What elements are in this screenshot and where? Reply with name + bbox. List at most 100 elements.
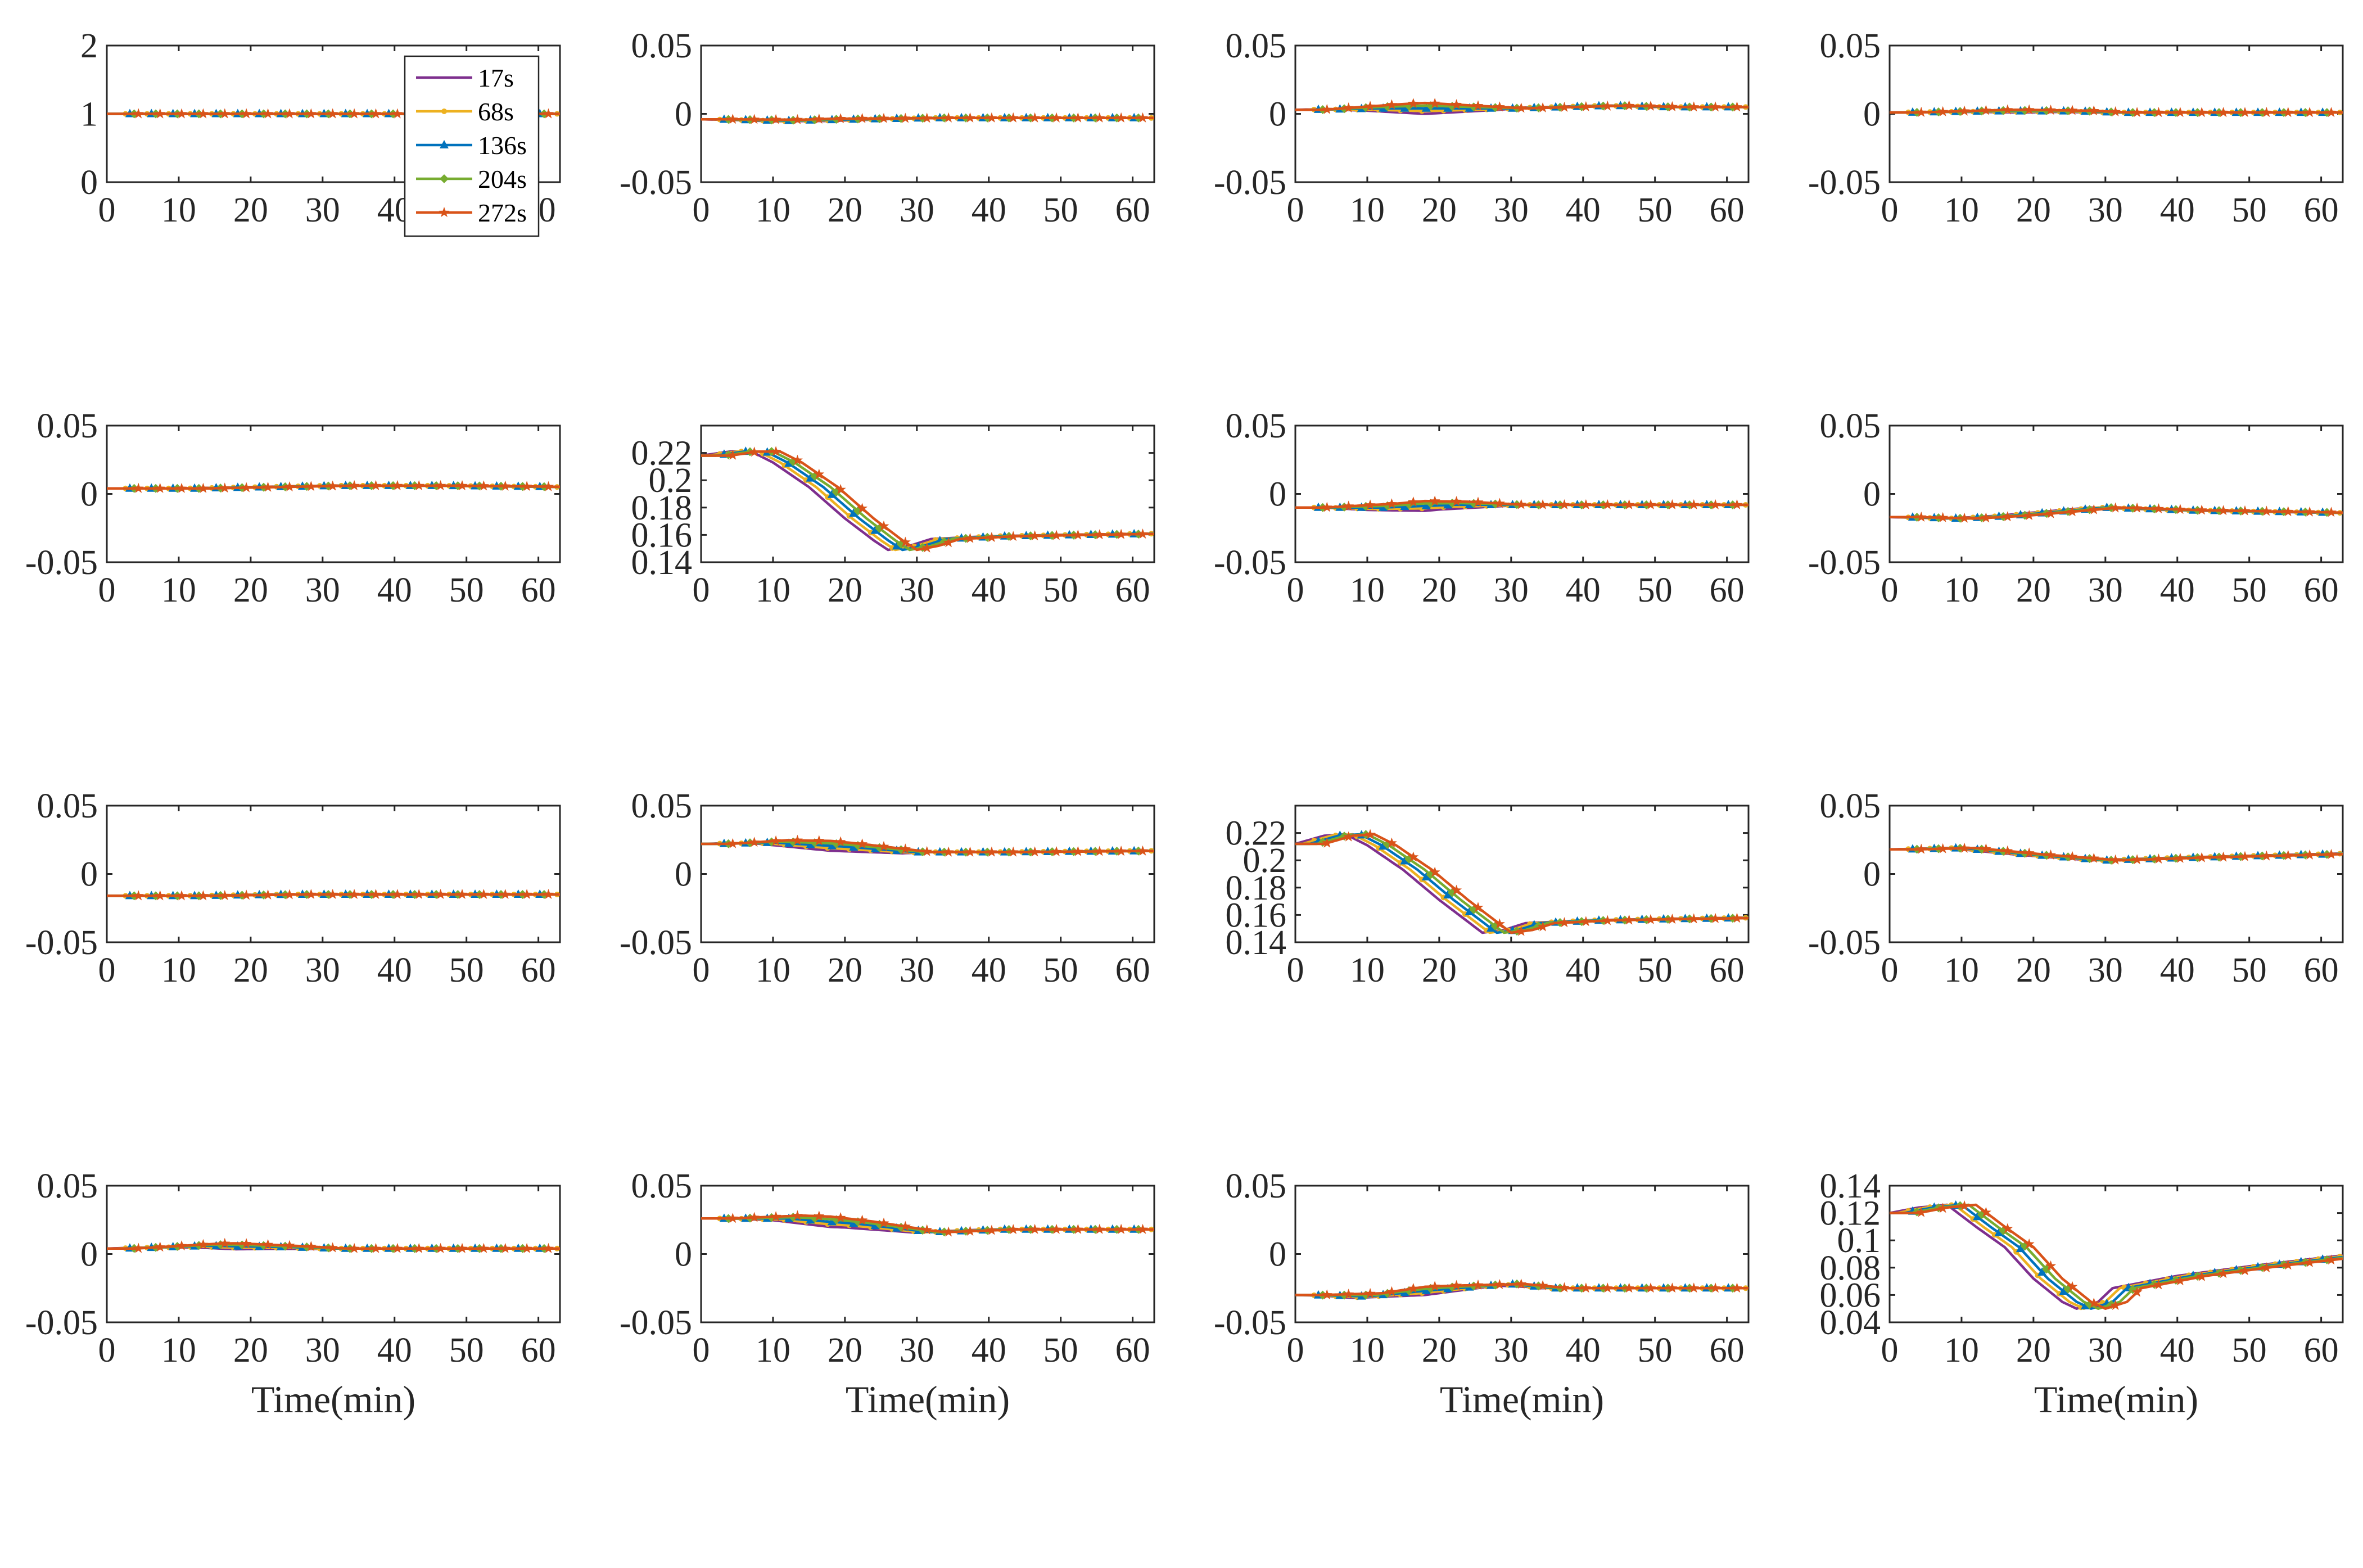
x-tick-label: 0 <box>1881 571 1899 609</box>
series-marker-272s <box>284 1240 295 1250</box>
series-marker-272s <box>1602 1282 1613 1293</box>
series-marker-272s <box>1645 101 1656 111</box>
x-tick-label: 10 <box>756 191 790 229</box>
series-marker-272s <box>1537 1280 1548 1290</box>
series-marker-136s <box>1400 103 1409 112</box>
series-marker-272s <box>792 114 803 124</box>
series-marker-136s <box>2037 1267 2047 1276</box>
series-marker-272s <box>1429 495 1440 506</box>
legend-marker-204s <box>440 174 449 183</box>
y-tick-label: 0.05 <box>1820 27 1881 65</box>
x-tick-label: 30 <box>1494 1331 1529 1370</box>
x-axis-label: Time(min) <box>846 1378 1010 1421</box>
panel-11: 0 10 20 30 40 50 60 0.140.160.180.20.22 <box>1226 805 1750 989</box>
x-tick-label: 40 <box>1566 571 1601 609</box>
x-tick-label: 40 <box>2160 951 2195 989</box>
series-marker-272s <box>1343 500 1354 511</box>
series-group <box>701 834 1154 857</box>
series-marker-272s <box>727 838 738 848</box>
y-tick-label: 0.05 <box>1226 27 1287 65</box>
y-tick-label: 0.04 <box>1820 1304 1881 1342</box>
series-group <box>1295 495 1748 512</box>
series-marker-272s <box>878 1217 889 1228</box>
x-tick-label: 60 <box>1710 191 1745 229</box>
series-marker-272s <box>1472 1279 1484 1290</box>
y-tick-label: 0.22 <box>1226 815 1287 853</box>
series-marker-136s <box>1973 1212 1982 1221</box>
series-marker-272s <box>2153 503 2164 514</box>
series-marker-272s <box>1451 884 1462 895</box>
series-marker-272s <box>749 446 760 457</box>
series-marker-272s <box>2175 107 2186 118</box>
series-marker-272s <box>1472 902 1484 912</box>
series-marker-272s <box>1959 1200 1970 1211</box>
x-tick-label: 40 <box>1566 1331 1601 1370</box>
series-marker-272s <box>543 481 554 491</box>
series-marker-272s <box>2088 105 2099 116</box>
series-marker-272s <box>900 1221 911 1231</box>
axes-box <box>1294 1185 1750 1323</box>
x-tick-label: 0 <box>98 951 116 989</box>
series-marker-272s <box>1007 846 1019 857</box>
x-tick-label: 20 <box>828 191 862 229</box>
series-marker-272s <box>1710 912 1721 923</box>
y-tick-label: 0.2 <box>649 462 693 500</box>
series-marker-272s <box>500 889 511 899</box>
series-marker-136s <box>1400 856 1409 865</box>
y-tick-label: 0.18 <box>1226 869 1287 907</box>
y-tick-label: 0.05 <box>1226 407 1287 445</box>
series-marker-272s <box>500 480 511 491</box>
series-marker-272s <box>857 1214 868 1225</box>
series-marker-272s <box>2067 1281 2078 1291</box>
series-marker-272s <box>965 532 975 543</box>
panels: 01020304050600120102030405060-0.0500.050… <box>25 27 2344 1421</box>
y-tick-label: 0 <box>1863 856 1881 894</box>
series-marker-272s <box>835 836 846 847</box>
series-marker-272s <box>1321 501 1332 512</box>
series-group <box>1890 842 2343 865</box>
x-tick-label: 60 <box>2304 191 2339 229</box>
axes-box <box>1888 424 2344 563</box>
series-marker-272s <box>1137 1223 1148 1234</box>
y-tick-label: 0.05 <box>37 407 98 445</box>
series-marker-272s <box>1915 106 1927 117</box>
series-marker-272s <box>478 480 489 491</box>
legend-label: 68s <box>478 97 514 126</box>
series-marker-272s <box>305 889 317 899</box>
series-marker-272s <box>1386 498 1397 509</box>
series-marker-272s <box>2067 851 2078 861</box>
series-marker-272s <box>2023 1238 2035 1249</box>
x-tick-label: 0 <box>98 191 116 229</box>
y-tick-label: 0 <box>1269 476 1286 514</box>
series-marker-272s <box>2175 1275 2186 1286</box>
series-marker-272s <box>770 446 781 457</box>
series-marker-272s <box>543 108 554 119</box>
x-tick-label: 10 <box>756 951 790 989</box>
series-marker-272s <box>1666 1282 1678 1293</box>
y-tick-label: 0.05 <box>1226 1167 1287 1205</box>
series-marker-272s <box>1321 1289 1332 1300</box>
series-marker-272s <box>1029 112 1041 123</box>
x-tick-label: 50 <box>2232 571 2267 609</box>
series-marker-272s <box>1732 912 1742 923</box>
x-tick-label: 30 <box>2088 191 2123 229</box>
series-marker-272s <box>1602 915 1613 925</box>
series-marker-272s <box>1645 1282 1656 1293</box>
y-tick-label: 0.05 <box>631 27 693 65</box>
series-marker-272s <box>2218 1268 2229 1278</box>
series-marker-272s <box>770 114 781 124</box>
series-marker-272s <box>219 482 231 493</box>
series-marker-272s <box>2088 852 2099 863</box>
series-marker-272s <box>1365 101 1376 111</box>
series-group <box>107 1237 560 1253</box>
series-marker-272s <box>1137 528 1148 539</box>
axes-box <box>1294 424 1750 563</box>
series-marker-272s <box>284 889 295 900</box>
series-marker-272s <box>1732 499 1742 509</box>
series-marker-272s <box>263 1239 274 1249</box>
series-marker-272s <box>457 1242 468 1253</box>
x-tick-label: 60 <box>2304 951 2339 989</box>
x-tick-label: 20 <box>233 951 268 989</box>
